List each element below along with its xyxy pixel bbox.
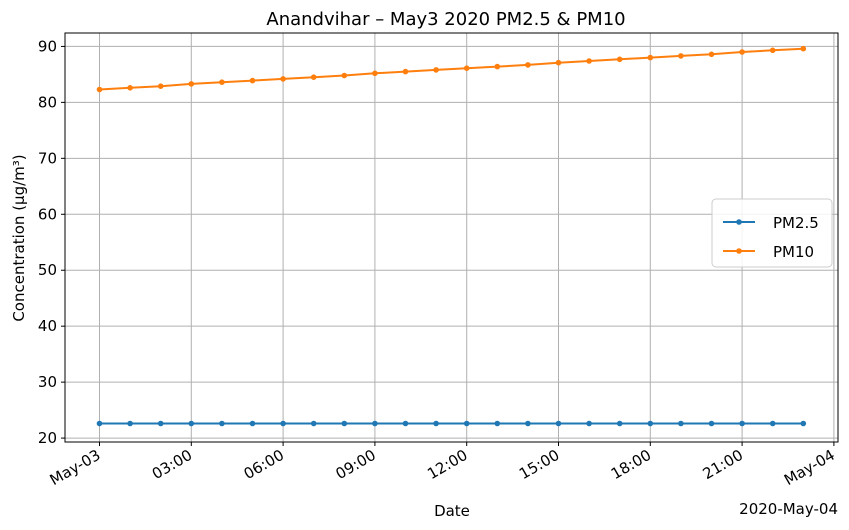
y-tick-label: 20 [38,429,57,447]
data-point [616,420,623,427]
data-point [372,70,378,77]
data-point [188,81,195,87]
y-axis: 20 30 40 50 60 70 80 90 [38,37,65,447]
x-tick-label: 03:00 [149,446,195,483]
x-tick-label: 18:00 [608,446,654,483]
y-tick-label: 50 [38,261,57,279]
plot-frame [64,32,839,443]
data-point [555,420,562,427]
legend-pm10-marker [736,248,742,254]
data-point [341,420,348,427]
data-point [433,67,439,73]
x-axis: May-03 03:00 06:00 09:00 12:00 15:00 18:00 21:0… [47,442,838,489]
data-point [494,63,501,70]
data-point [219,79,225,85]
series-line-pm10 [99,47,804,91]
x-tick-label: 09:00 [332,446,378,483]
data-point [249,77,256,84]
data-point [249,420,256,427]
y-axis-title: Concentration (µg/m³) [10,154,28,321]
data-point [157,420,164,427]
data-point [586,420,592,427]
y-tick-label: 60 [38,205,57,223]
data-point [708,51,715,58]
data-point [494,420,501,427]
data-point [586,58,592,64]
data-point [96,420,103,427]
series-layer [96,45,807,427]
data-point [280,76,286,82]
data-point [463,65,470,71]
data-point [341,72,348,79]
data-point [127,85,133,91]
data-point [769,420,776,427]
data-point [647,420,654,427]
data-point [647,54,654,61]
data-point [525,420,531,427]
data-point [678,420,684,427]
x-axis-title: Date [434,502,470,520]
x-tick-label: 15:00 [516,446,562,483]
legend-pm10-label: PM10 [773,243,814,261]
data-point [739,420,745,427]
legend-pm25-label: PM2.5 [773,214,819,232]
x-axis-offset-label: 2020-May-04 [739,500,838,518]
data-point [555,59,562,66]
x-tick-label: May-04 [781,446,838,489]
legend-pm25-marker [736,219,742,225]
data-point [310,74,317,80]
data-point [402,68,409,75]
data-point [708,420,715,427]
data-point [525,62,531,68]
data-point [188,420,195,427]
data-point [280,420,286,427]
y-tick-label: 40 [38,317,57,335]
y-tick-label: 80 [38,93,57,111]
data-point [402,420,409,427]
data-point [800,420,807,427]
data-point [219,420,225,427]
grid [65,33,838,442]
x-tick-label: May-03 [47,446,104,489]
data-point [157,83,164,89]
data-point [433,420,439,427]
y-tick-label: 30 [38,373,57,391]
x-tick-label: 06:00 [241,446,287,483]
data-point [800,45,807,52]
legend: PM2.5 PM10 [711,198,833,268]
y-tick-label: 70 [38,149,57,167]
data-point [463,420,470,427]
data-point [678,53,684,59]
data-point [127,420,133,427]
data-point [739,49,745,55]
data-point [310,420,317,427]
x-tick-label: 21:00 [700,446,746,483]
chart-title: Anandvihar – May3 2020 PM2.5 & PM10 [266,9,625,30]
data-point [769,47,776,54]
y-tick-label: 90 [38,37,57,55]
x-tick-label: 12:00 [424,446,470,483]
data-point [616,56,623,63]
data-point [372,420,378,427]
data-point [96,86,103,93]
